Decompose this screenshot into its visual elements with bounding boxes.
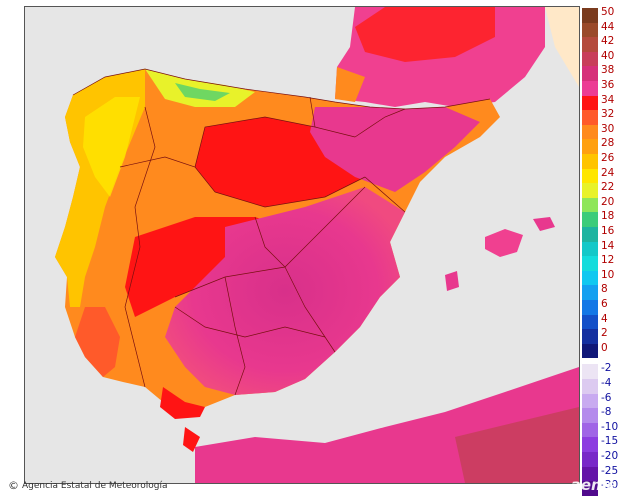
portugal-south <box>75 307 120 377</box>
mallorca <box>485 229 523 257</box>
legend-label: 40 <box>601 49 615 62</box>
legend-label: 24 <box>601 166 615 179</box>
legend-swatch <box>582 422 598 438</box>
legend-swatch <box>582 408 598 423</box>
legend-swatch <box>582 466 598 482</box>
legend-swatch <box>582 183 598 198</box>
legend-label: -25 <box>601 464 619 477</box>
legend-swatch <box>582 256 598 271</box>
legend-swatch <box>582 300 598 315</box>
map-canvas <box>25 7 579 483</box>
legend-label: 6 <box>601 298 608 310</box>
legend-label: 32 <box>601 108 615 121</box>
legend-swatch <box>582 81 598 96</box>
aemet-logo: aemet <box>570 476 624 494</box>
legend-swatch <box>582 197 598 213</box>
legend-swatch <box>582 241 598 257</box>
legend-swatch <box>582 124 598 140</box>
temperature-legend: 50 44 42 40 38 36 34 32 30 28 26 24 22 20 18 16 14 12 10 8 6… <box>582 6 630 496</box>
legend-swatch <box>582 154 598 169</box>
ebro-valley-heat <box>310 107 480 192</box>
legend-label: -20 <box>601 450 619 462</box>
legend-label: -10 <box>601 420 619 433</box>
italy-edge <box>545 7 579 87</box>
strait-area <box>183 427 200 452</box>
legend-swatch <box>582 66 598 81</box>
southeast-heat-core <box>165 187 405 395</box>
legend-label: 16 <box>601 225 615 237</box>
legend-label: 50 <box>601 6 615 18</box>
legend-swatch <box>582 37 598 52</box>
menorca <box>533 217 555 231</box>
legend-swatch <box>582 481 598 496</box>
legend-label: -2 <box>601 362 612 375</box>
legend-swatch <box>582 51 598 67</box>
legend-swatch <box>582 314 598 330</box>
legend-swatch <box>582 95 598 111</box>
legend-label: -30 <box>601 479 619 492</box>
legend-label: 0 <box>601 341 608 354</box>
legend-label: 38 <box>601 64 615 77</box>
agency-credit: © Agencia Estatal de Meteorología <box>8 479 168 492</box>
region-borders <box>72 68 491 396</box>
legend-label: -4 <box>601 377 612 389</box>
legend-label: 20 <box>601 195 615 208</box>
legend-label: 4 <box>601 312 608 325</box>
legend-label: 44 <box>601 20 615 33</box>
legend-label: 26 <box>601 152 615 164</box>
legend-swatch <box>582 285 598 300</box>
legend-label: 12 <box>601 254 615 267</box>
legend-label: 42 <box>601 35 615 48</box>
legend-swatch <box>582 393 598 409</box>
legend-label: 34 <box>601 93 615 106</box>
legend-label: 30 <box>601 122 615 135</box>
cantabrian-zone <box>145 69 255 107</box>
legend-swatch <box>582 168 598 184</box>
legend-label: 28 <box>601 137 615 150</box>
legend-swatch <box>582 8 598 23</box>
legend-swatch <box>582 329 598 344</box>
copyright-icon: © <box>8 479 19 492</box>
temperature-map <box>24 6 580 484</box>
legend-swatch <box>582 270 598 286</box>
legend-label: -15 <box>601 435 619 448</box>
legend-swatch <box>582 110 598 125</box>
legend-swatch <box>582 379 598 394</box>
legend-label: -6 <box>601 391 612 404</box>
legend-swatch <box>582 139 598 154</box>
agency-name: Agencia Estatal de Meteorología <box>22 480 168 491</box>
legend-label: 18 <box>601 210 615 223</box>
legend-label: 2 <box>601 327 608 340</box>
legend-swatch <box>582 227 598 242</box>
cantabrian-green <box>175 83 230 101</box>
france-orange-zone <box>335 67 365 102</box>
legend-label: 36 <box>601 79 615 91</box>
legend-swatch <box>582 22 598 38</box>
ibiza <box>445 271 459 291</box>
legend-label: 10 <box>601 268 615 281</box>
north-africa-hot <box>455 407 579 483</box>
legend-label: -8 <box>601 406 612 419</box>
legend-label: 14 <box>601 239 615 252</box>
france-hot-zone <box>355 7 495 62</box>
legend-swatch <box>582 437 598 452</box>
legend-label: 22 <box>601 181 615 194</box>
legend-swatch <box>582 364 598 379</box>
legend-swatch <box>582 212 598 227</box>
legend-label: 8 <box>601 283 608 296</box>
legend-swatch <box>582 343 598 359</box>
legend-swatch <box>582 452 598 467</box>
galicia-yellow <box>83 97 140 197</box>
south-coast-red <box>160 387 205 419</box>
